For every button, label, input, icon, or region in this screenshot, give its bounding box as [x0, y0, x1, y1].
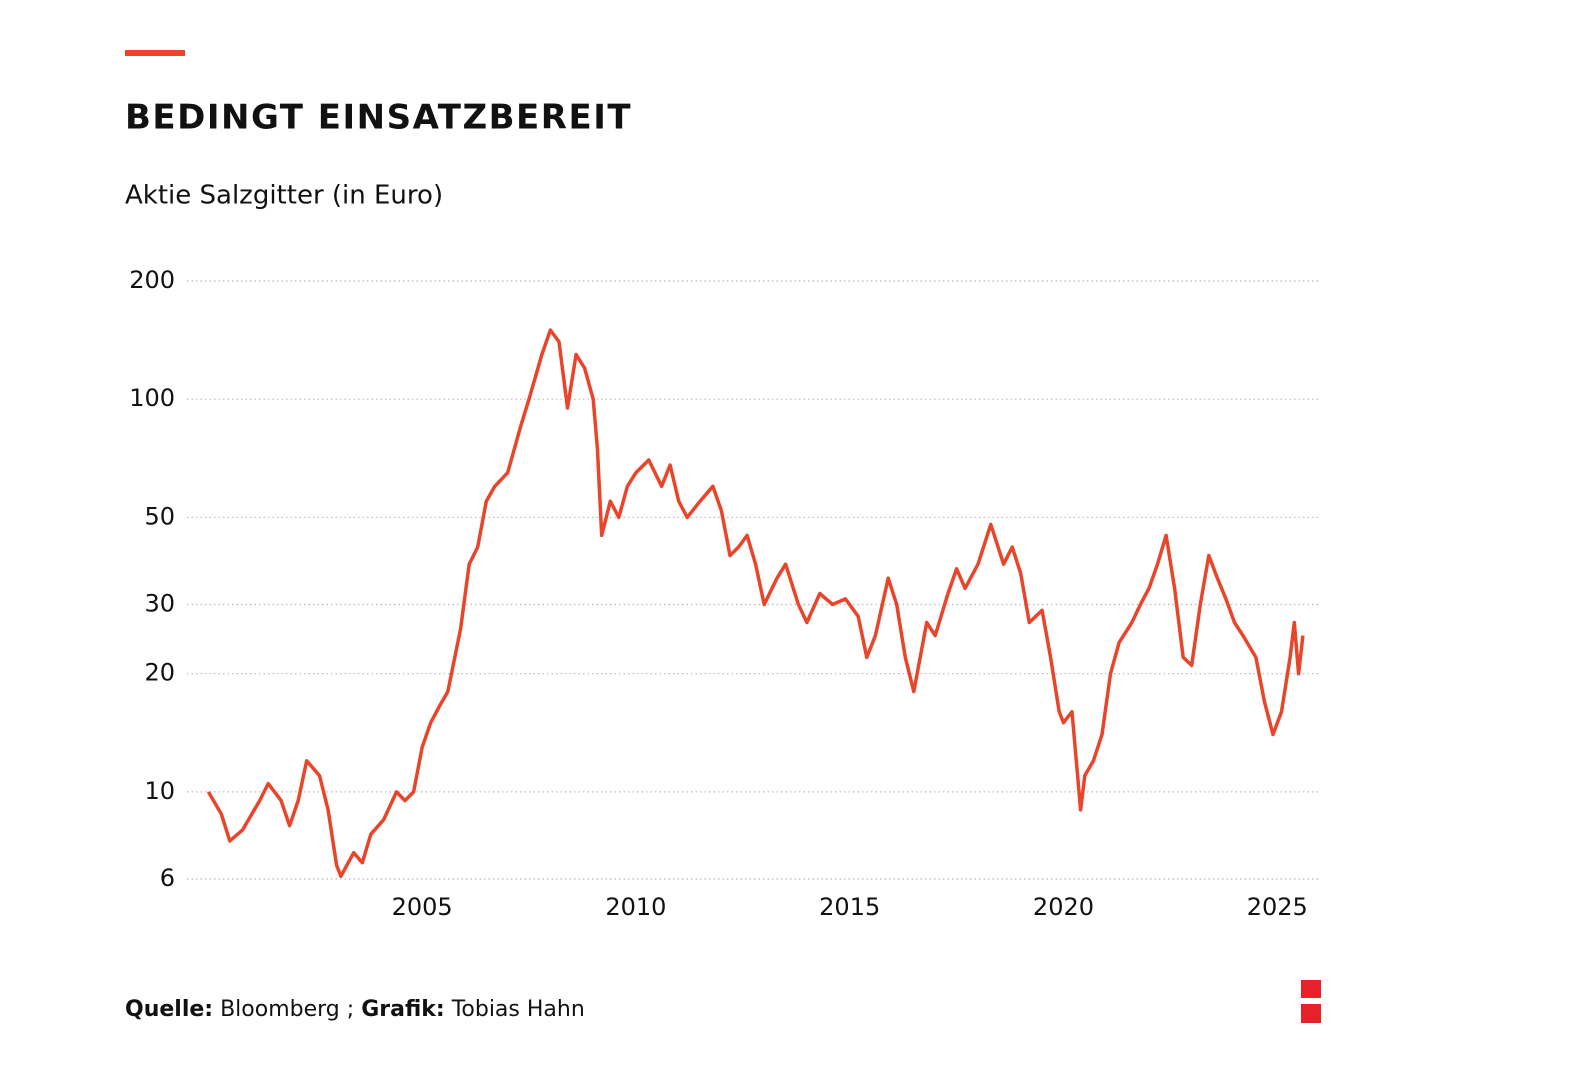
x-tick-label: 2025 — [1247, 893, 1308, 921]
x-tick-label: 2015 — [819, 893, 880, 921]
y-tick-label: 50 — [144, 502, 175, 530]
y-tick-label: 6 — [160, 864, 175, 892]
credit: Tobias Hahn — [451, 997, 585, 1022]
logo — [1301, 980, 1321, 998]
chart-title: BEDINGT EINSATZBEREIT — [125, 98, 632, 138]
y-tick-label: 10 — [144, 777, 175, 805]
chart-subtitle: Aktie Salzgitter (in Euro) — [125, 181, 443, 211]
x-tick-label: 2010 — [605, 893, 666, 921]
source-note: Quelle: Bloomberg ; Grafik: Tobias Hahn — [125, 997, 585, 1022]
source: Bloomberg ; — [220, 997, 354, 1022]
y-tick-label: 200 — [129, 266, 175, 294]
x-tick-label: 2005 — [392, 893, 453, 921]
y-tick-label: 30 — [144, 590, 175, 618]
logo — [1301, 1004, 1321, 1023]
y-tick-label: 100 — [129, 384, 175, 412]
plot: 6 10 20 30 50 100 200 2005 2010 2015 2020 2025 — [129, 266, 1320, 921]
y-tick-label: 20 — [144, 659, 175, 687]
accent-bar — [125, 50, 185, 56]
price-line — [206, 328, 1305, 878]
credit-label: Grafik: — [361, 997, 445, 1022]
x-tick-label: 2020 — [1033, 893, 1094, 921]
source-label: Quelle: — [125, 997, 213, 1022]
